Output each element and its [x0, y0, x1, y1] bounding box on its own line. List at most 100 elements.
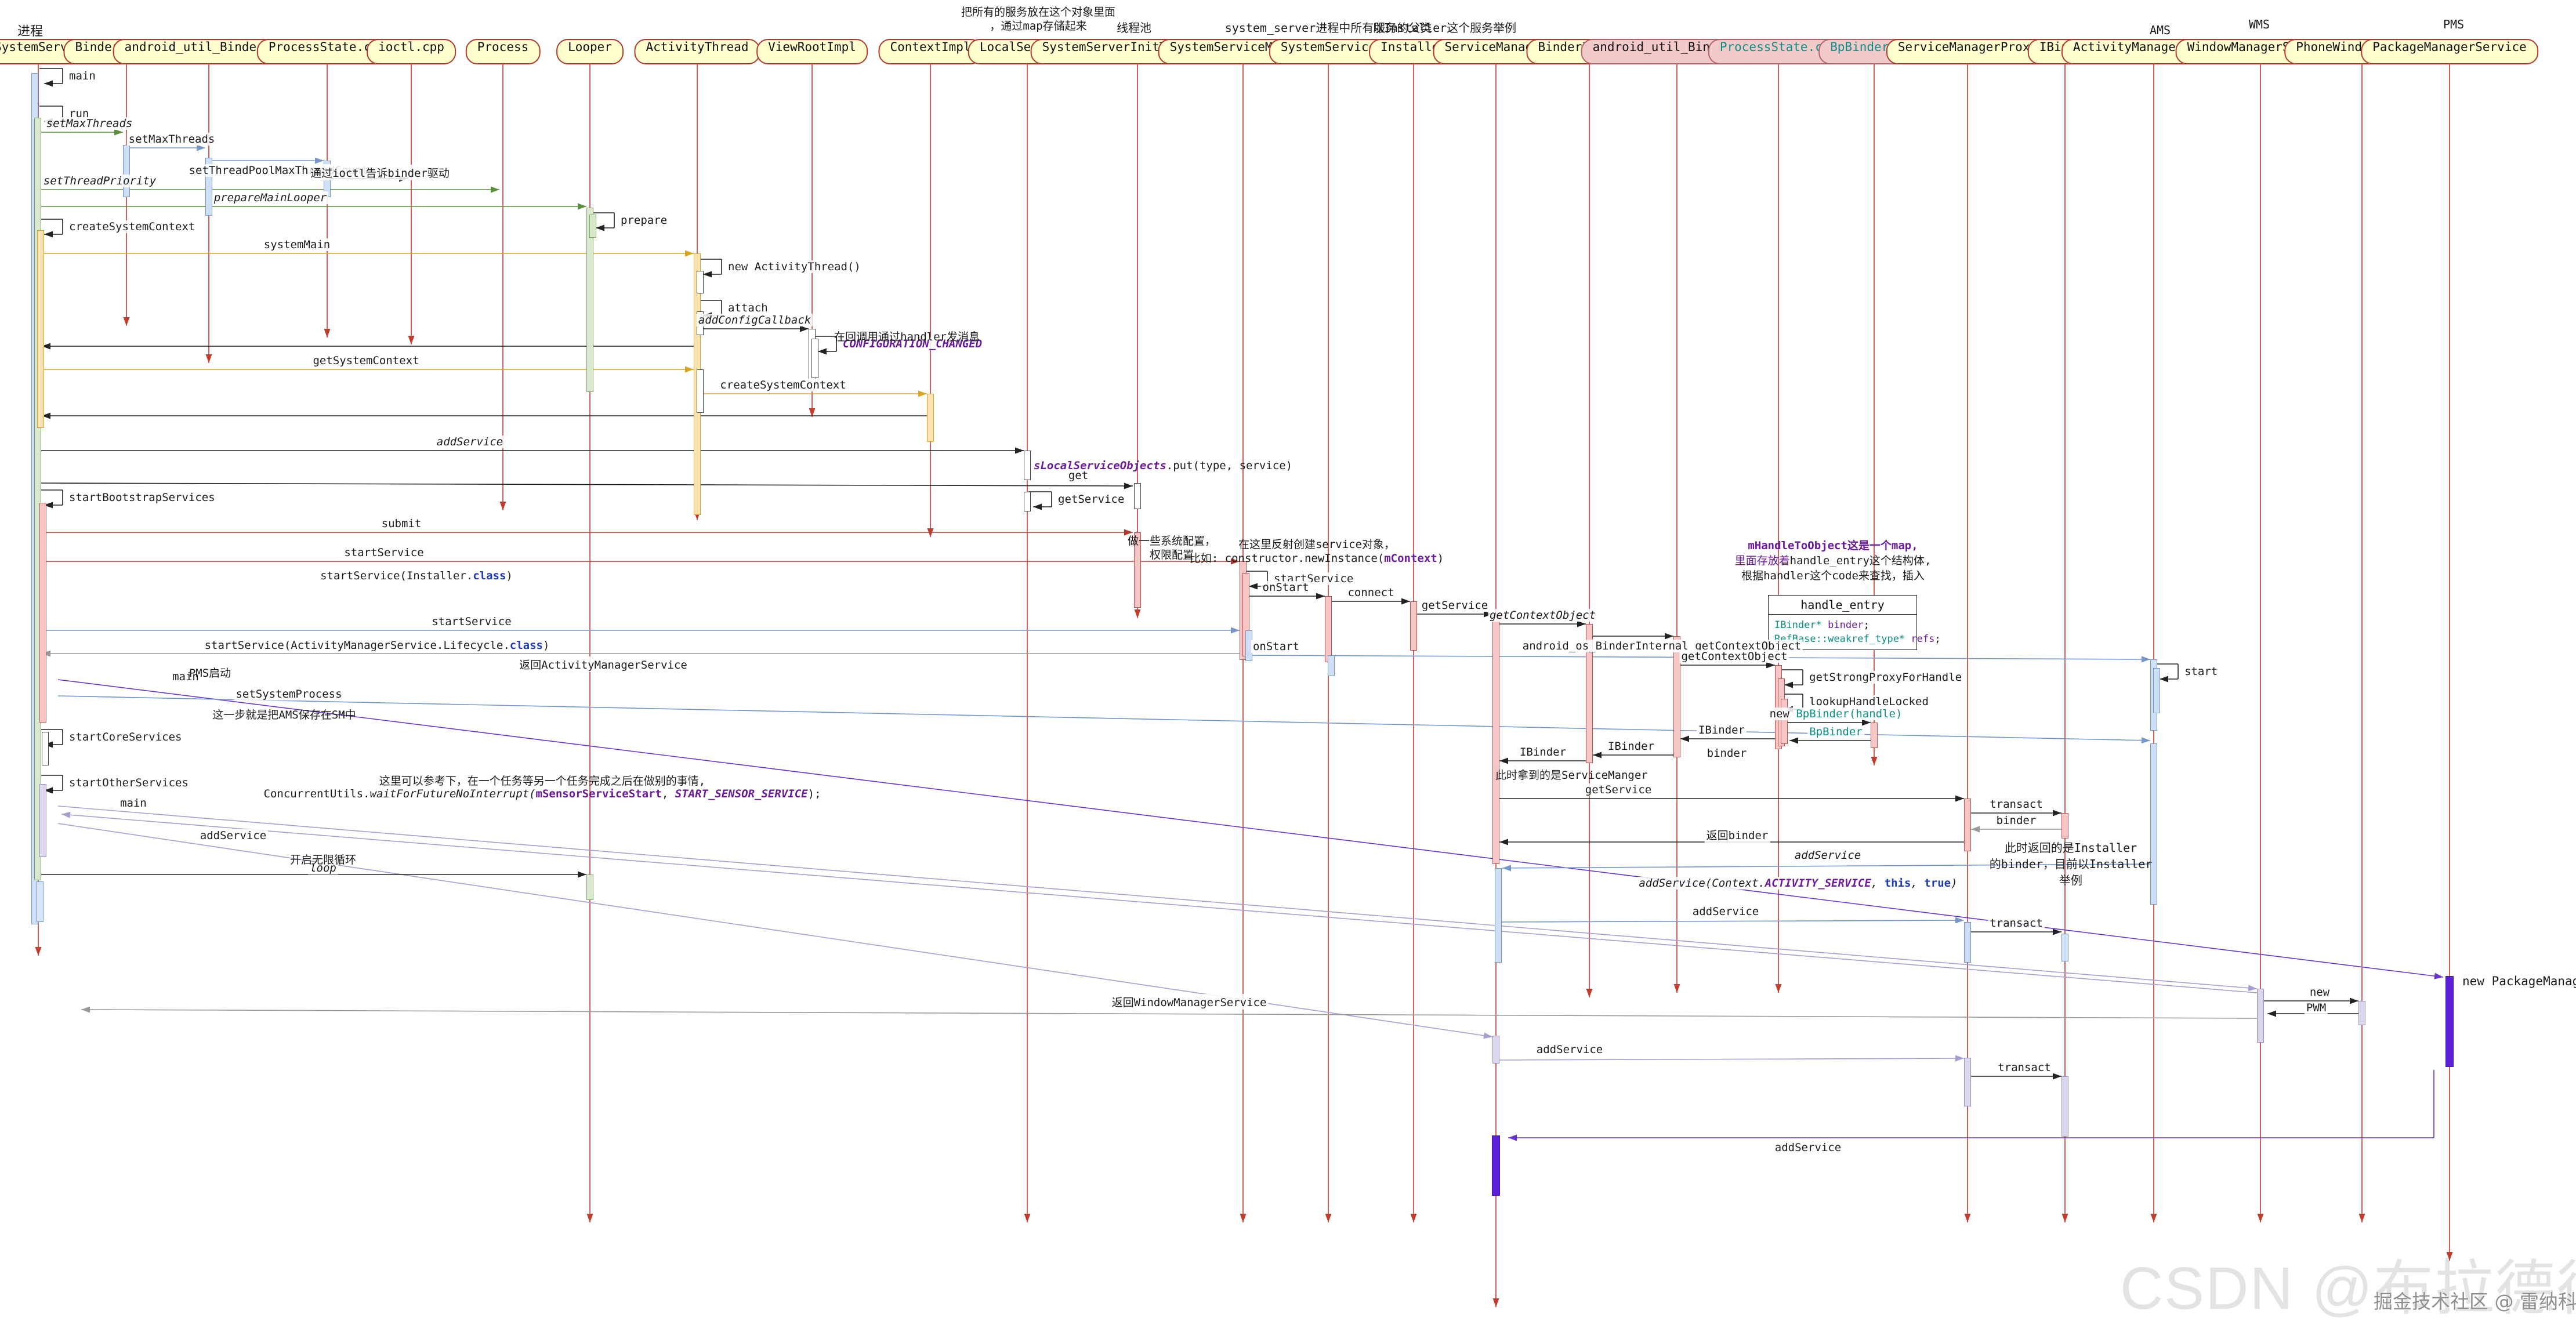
arrowhead-icon: [315, 157, 324, 164]
arrowhead-icon: [2053, 1073, 2061, 1080]
lifeline-end-arrow-icon: [1586, 989, 1593, 997]
lifeline-end-arrow-icon: [809, 408, 816, 417]
arrowhead-icon: [114, 129, 123, 136]
arrowhead-icon: [2141, 737, 2150, 744]
arrowhead-icon: [578, 203, 586, 210]
arrowhead-icon: [2053, 928, 2061, 935]
arrowhead-icon: [1483, 1032, 1492, 1039]
arrowhead-icon: [1316, 593, 1325, 600]
arrowhead-icon: [399, 175, 408, 182]
arrowhead-icon: [1499, 757, 1508, 764]
lifeline-end-arrow-icon: [408, 336, 415, 344]
message-line: [1246, 655, 2151, 660]
arrowhead-icon: [491, 186, 499, 193]
lifeline-end-arrow-icon: [586, 1214, 593, 1222]
arrowhead-icon: [44, 118, 53, 125]
arrowhead-icon: [1665, 633, 1673, 640]
lifeline-end-arrow-icon: [2150, 1214, 2157, 1222]
arrowhead-icon: [44, 741, 53, 748]
message-line: [57, 805, 2258, 989]
lifeline-end-arrow-icon: [1871, 757, 1878, 765]
lifeline-end-arrow-icon: [1134, 609, 1141, 618]
lifeline-end-arrow-icon: [2446, 1252, 2453, 1261]
arrowhead-icon: [1862, 719, 1871, 726]
arrowhead-icon: [2267, 1010, 2276, 1017]
arrowhead-icon: [2053, 810, 2061, 816]
arrowhead-icon: [1955, 917, 1964, 924]
arrowhead-icon: [703, 312, 712, 319]
lifeline-end-arrow-icon: [1325, 1214, 1332, 1222]
message-line: [1499, 920, 1965, 923]
arrowhead-icon: [42, 343, 50, 350]
arrowhead-icon: [2160, 676, 2168, 683]
arrowhead-icon: [44, 502, 53, 509]
arrowhead-icon: [596, 224, 604, 231]
arrowhead-icon: [1015, 447, 1024, 454]
message-line: [1499, 1058, 1965, 1061]
lifeline-end-arrow-icon: [123, 317, 130, 326]
arrowhead-icon: [197, 144, 205, 151]
arrowhead-icon: [818, 348, 827, 355]
arrowhead-icon: [703, 271, 712, 278]
arrowhead-icon: [578, 871, 586, 878]
arrowhead-icon: [1249, 583, 1258, 590]
arrowhead-icon: [2248, 985, 2257, 992]
arrowhead-icon: [1971, 826, 1980, 833]
message-line: [81, 1009, 2258, 1019]
lifeline-end-arrow-icon: [324, 329, 331, 337]
message-line: [61, 814, 2258, 993]
lifeline-end-arrow-icon: [1240, 1214, 1247, 1222]
arrowhead-icon: [918, 390, 927, 397]
lifeline-end-arrow-icon: [1492, 1298, 1499, 1307]
arrowhead-icon: [2434, 972, 2443, 979]
arrowhead-icon: [44, 787, 53, 794]
arrowhead-icon: [1231, 558, 1240, 565]
arrowhead-icon: [1680, 735, 1689, 742]
watermark-csdn: CSDN @布拉德很帅: [2120, 1255, 2576, 1321]
lifeline-end-arrow-icon: [1410, 1214, 1417, 1222]
arrowhead-icon: [685, 250, 694, 257]
message-line: [57, 695, 2151, 741]
arrowhead-icon: [685, 366, 694, 373]
arrowhead-icon: [800, 325, 809, 332]
arrowhead-icon: [44, 80, 53, 87]
message-line: [57, 823, 1493, 1037]
arrowhead-icon: [81, 1006, 90, 1013]
arrowhead-icon: [1784, 681, 1793, 688]
message-line: [57, 679, 2444, 978]
message-line: [38, 482, 1133, 487]
message-line: [1502, 863, 2151, 869]
arrowhead-icon: [1955, 1055, 1964, 1062]
lifeline-end-arrow-icon: [694, 511, 701, 520]
arrowhead-icon: [44, 231, 53, 238]
lifeline-end-arrow-icon: [205, 354, 212, 363]
lifeline-end-arrow-icon: [2257, 1214, 2264, 1222]
arrowhead-icon: [2141, 656, 2150, 663]
lifeline-end-arrow-icon: [1024, 1214, 1031, 1222]
lifeline-end-arrow-icon: [1964, 1214, 1971, 1222]
arrowhead-icon: [1789, 737, 1798, 744]
arrowhead-icon: [1124, 529, 1133, 536]
arrowhead-icon: [42, 650, 50, 657]
arrowhead-icon: [1231, 627, 1240, 634]
arrowhead-icon: [1502, 865, 1512, 872]
arrowhead-icon: [1955, 795, 1964, 802]
arrowhead-icon: [2350, 997, 2358, 1004]
arrowhead-icon: [1499, 839, 1508, 845]
arrowhead-icon: [1484, 611, 1492, 618]
arrowhead-icon: [1593, 752, 1602, 759]
watermark-juejin: 掘金技术社区 @ 雷纳科斯: [2374, 1290, 2576, 1313]
arrowhead-icon: [61, 811, 71, 818]
arrowhead-icon: [1124, 482, 1133, 489]
arrowhead-icon: [1577, 620, 1586, 627]
lifeline-end-arrow-icon: [35, 947, 42, 956]
lifeline-end-arrow-icon: [1673, 984, 1680, 993]
arrowhead-icon: [1401, 598, 1410, 605]
arrowhead-icon: [1033, 503, 1042, 510]
arrowhead-icon: [1784, 706, 1793, 713]
lifeline-end-arrow-icon: [1775, 984, 1782, 993]
lifeline-end-arrow-icon: [2061, 1214, 2068, 1222]
arrowhead-icon: [1508, 1134, 1517, 1141]
